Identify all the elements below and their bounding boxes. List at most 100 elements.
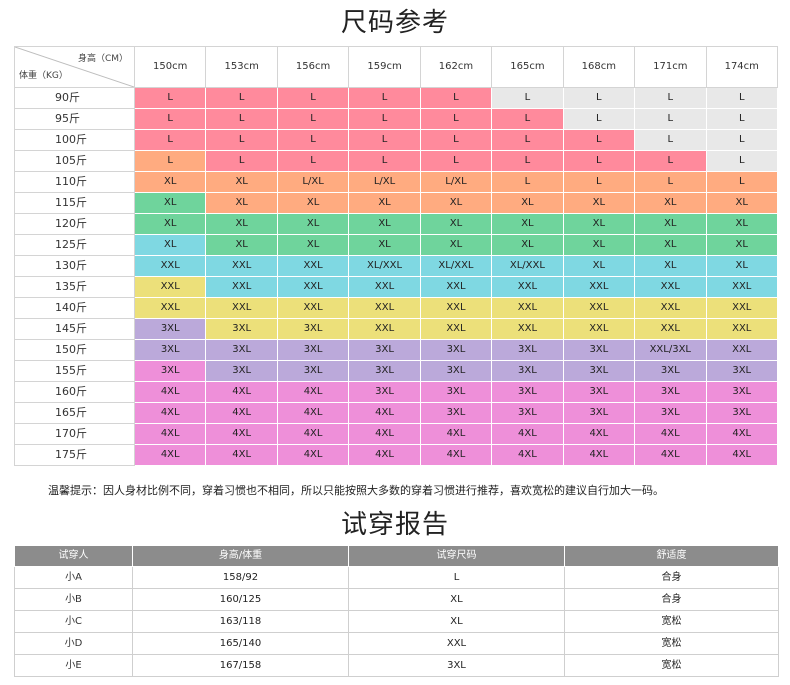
size-row: 115斤 XL XL XL XL XL XL XL XL XL bbox=[14, 192, 778, 214]
size-cell: XL bbox=[205, 192, 278, 214]
size-cell: XXL bbox=[133, 255, 207, 277]
size-cell: 3XL bbox=[491, 381, 564, 403]
size-cell: L/XL bbox=[419, 171, 493, 193]
size-cell: XXL bbox=[133, 297, 207, 319]
size-cell: XXL bbox=[205, 255, 278, 277]
comfort: 合身 bbox=[564, 566, 779, 589]
report-row: 小A 158/92 L 合身 bbox=[14, 566, 779, 589]
size-cell: XL bbox=[133, 213, 207, 235]
report-row: 小C 163/118 XL 宽松 bbox=[14, 610, 779, 633]
size-cell: XXL bbox=[491, 297, 564, 319]
size-cell: L bbox=[348, 129, 421, 151]
size-cell: XXL bbox=[419, 297, 493, 319]
size-cell: XL bbox=[562, 213, 636, 235]
fitted-size: 3XL bbox=[348, 654, 565, 677]
size-cell: 4XL bbox=[491, 423, 564, 445]
size-cell: 3XL bbox=[562, 402, 636, 424]
size-cell: L bbox=[205, 150, 278, 172]
size-cell: XL bbox=[348, 213, 421, 235]
size-cell: 3XL bbox=[276, 360, 350, 382]
weight-label: 100斤 bbox=[14, 129, 135, 151]
size-cell: XXL bbox=[562, 318, 636, 340]
size-cell: 3XL bbox=[419, 381, 493, 403]
size-cell: L bbox=[562, 108, 636, 130]
size-cell: 4XL bbox=[348, 402, 421, 424]
size-cell: XXL bbox=[634, 318, 707, 340]
tester-name: 小A bbox=[14, 566, 133, 589]
size-cell: XXL bbox=[276, 276, 350, 298]
fitted-size: L bbox=[348, 566, 565, 589]
height-header: 171cm bbox=[634, 46, 707, 88]
size-cell: L bbox=[491, 87, 564, 109]
size-row: 170斤 4XL 4XL 4XL 4XL 4XL 4XL 4XL 4XL 4XL bbox=[14, 423, 778, 445]
size-cell: 4XL bbox=[276, 402, 350, 424]
size-cell: L bbox=[562, 87, 636, 109]
weight-label: 140斤 bbox=[14, 297, 135, 319]
size-cell: XXL bbox=[419, 318, 493, 340]
size-cell: XL bbox=[562, 234, 636, 256]
size-cell: XXL bbox=[705, 339, 778, 361]
size-cell: L/XL bbox=[276, 171, 350, 193]
size-cell: 3XL bbox=[705, 402, 778, 424]
size-cell: 3XL bbox=[133, 360, 207, 382]
size-cell: XL bbox=[276, 234, 350, 256]
size-cell: L bbox=[491, 108, 564, 130]
size-cell: L bbox=[133, 129, 207, 151]
weight-label: 160斤 bbox=[14, 381, 135, 403]
tester-name: 小E bbox=[14, 654, 133, 677]
size-row: 140斤 XXL XXL XXL XXL XXL XXL XXL XXL XXL bbox=[14, 297, 778, 319]
size-cell: 4XL bbox=[276, 381, 350, 403]
size-cell: XL bbox=[133, 171, 207, 193]
size-cell: XL bbox=[634, 255, 707, 277]
size-chart-table: 身高（CM） 体重（KG） 150cm 153cm 156cm 159cm 16… bbox=[14, 46, 778, 466]
size-cell: 3XL bbox=[491, 360, 564, 382]
size-cell: XL bbox=[491, 192, 564, 214]
size-cell: L bbox=[634, 150, 707, 172]
size-cell: 3XL bbox=[491, 339, 564, 361]
size-header-row: 身高（CM） 体重（KG） 150cm 153cm 156cm 159cm 16… bbox=[14, 46, 778, 88]
size-cell: L bbox=[419, 87, 493, 109]
corner-weight-label: 体重（KG） bbox=[19, 71, 68, 81]
size-cell: XL bbox=[205, 234, 278, 256]
size-cell: L bbox=[276, 87, 350, 109]
size-cell: 4XL bbox=[133, 444, 207, 466]
size-cell: 3XL bbox=[634, 381, 707, 403]
height-header: 153cm bbox=[205, 46, 278, 88]
size-cell: L bbox=[705, 171, 778, 193]
size-cell: XXL bbox=[419, 276, 493, 298]
size-cell: 4XL bbox=[348, 444, 421, 466]
size-cell: L bbox=[419, 129, 493, 151]
corner-cell: 身高（CM） 体重（KG） bbox=[14, 46, 135, 88]
report-header: 试穿尺码 bbox=[348, 545, 565, 567]
weight-label: 155斤 bbox=[14, 360, 135, 382]
weight-label: 130斤 bbox=[14, 255, 135, 277]
size-cell: XXL bbox=[348, 318, 421, 340]
size-cell: L bbox=[491, 150, 564, 172]
weight-label: 135斤 bbox=[14, 276, 135, 298]
height-weight: 160/125 bbox=[132, 588, 349, 611]
size-cell: XXL bbox=[205, 276, 278, 298]
size-cell: 4XL bbox=[276, 423, 350, 445]
weight-label: 95斤 bbox=[14, 108, 135, 130]
size-cell: XL bbox=[634, 234, 707, 256]
size-cell: L bbox=[491, 171, 564, 193]
height-header: 165cm bbox=[491, 46, 564, 88]
report-title: 试穿报告 bbox=[340, 510, 449, 540]
report-body: 小A 158/92 L 合身 小B 160/125 XL 合身 小C 163/118 XL 宽松 小D 1… bbox=[14, 566, 779, 677]
size-cell: 3XL bbox=[491, 402, 564, 424]
weight-label: 175斤 bbox=[14, 444, 135, 466]
report-header: 试穿人 bbox=[14, 545, 133, 567]
size-cell: XXL/3XL bbox=[634, 339, 707, 361]
corner-diagonal bbox=[15, 47, 134, 87]
size-cell: 4XL bbox=[705, 444, 778, 466]
size-cell: XXL bbox=[562, 276, 636, 298]
size-cell: 3XL bbox=[348, 381, 421, 403]
size-cell: XXL bbox=[634, 276, 707, 298]
size-cell: XL bbox=[705, 192, 778, 214]
size-cell: 3XL bbox=[419, 360, 493, 382]
size-cell: 3XL bbox=[634, 402, 707, 424]
size-cell: 3XL bbox=[562, 339, 636, 361]
size-row: 120斤 XL XL XL XL XL XL XL XL XL bbox=[14, 213, 778, 235]
size-cell: XXL bbox=[562, 297, 636, 319]
comfort: 合身 bbox=[564, 588, 779, 611]
